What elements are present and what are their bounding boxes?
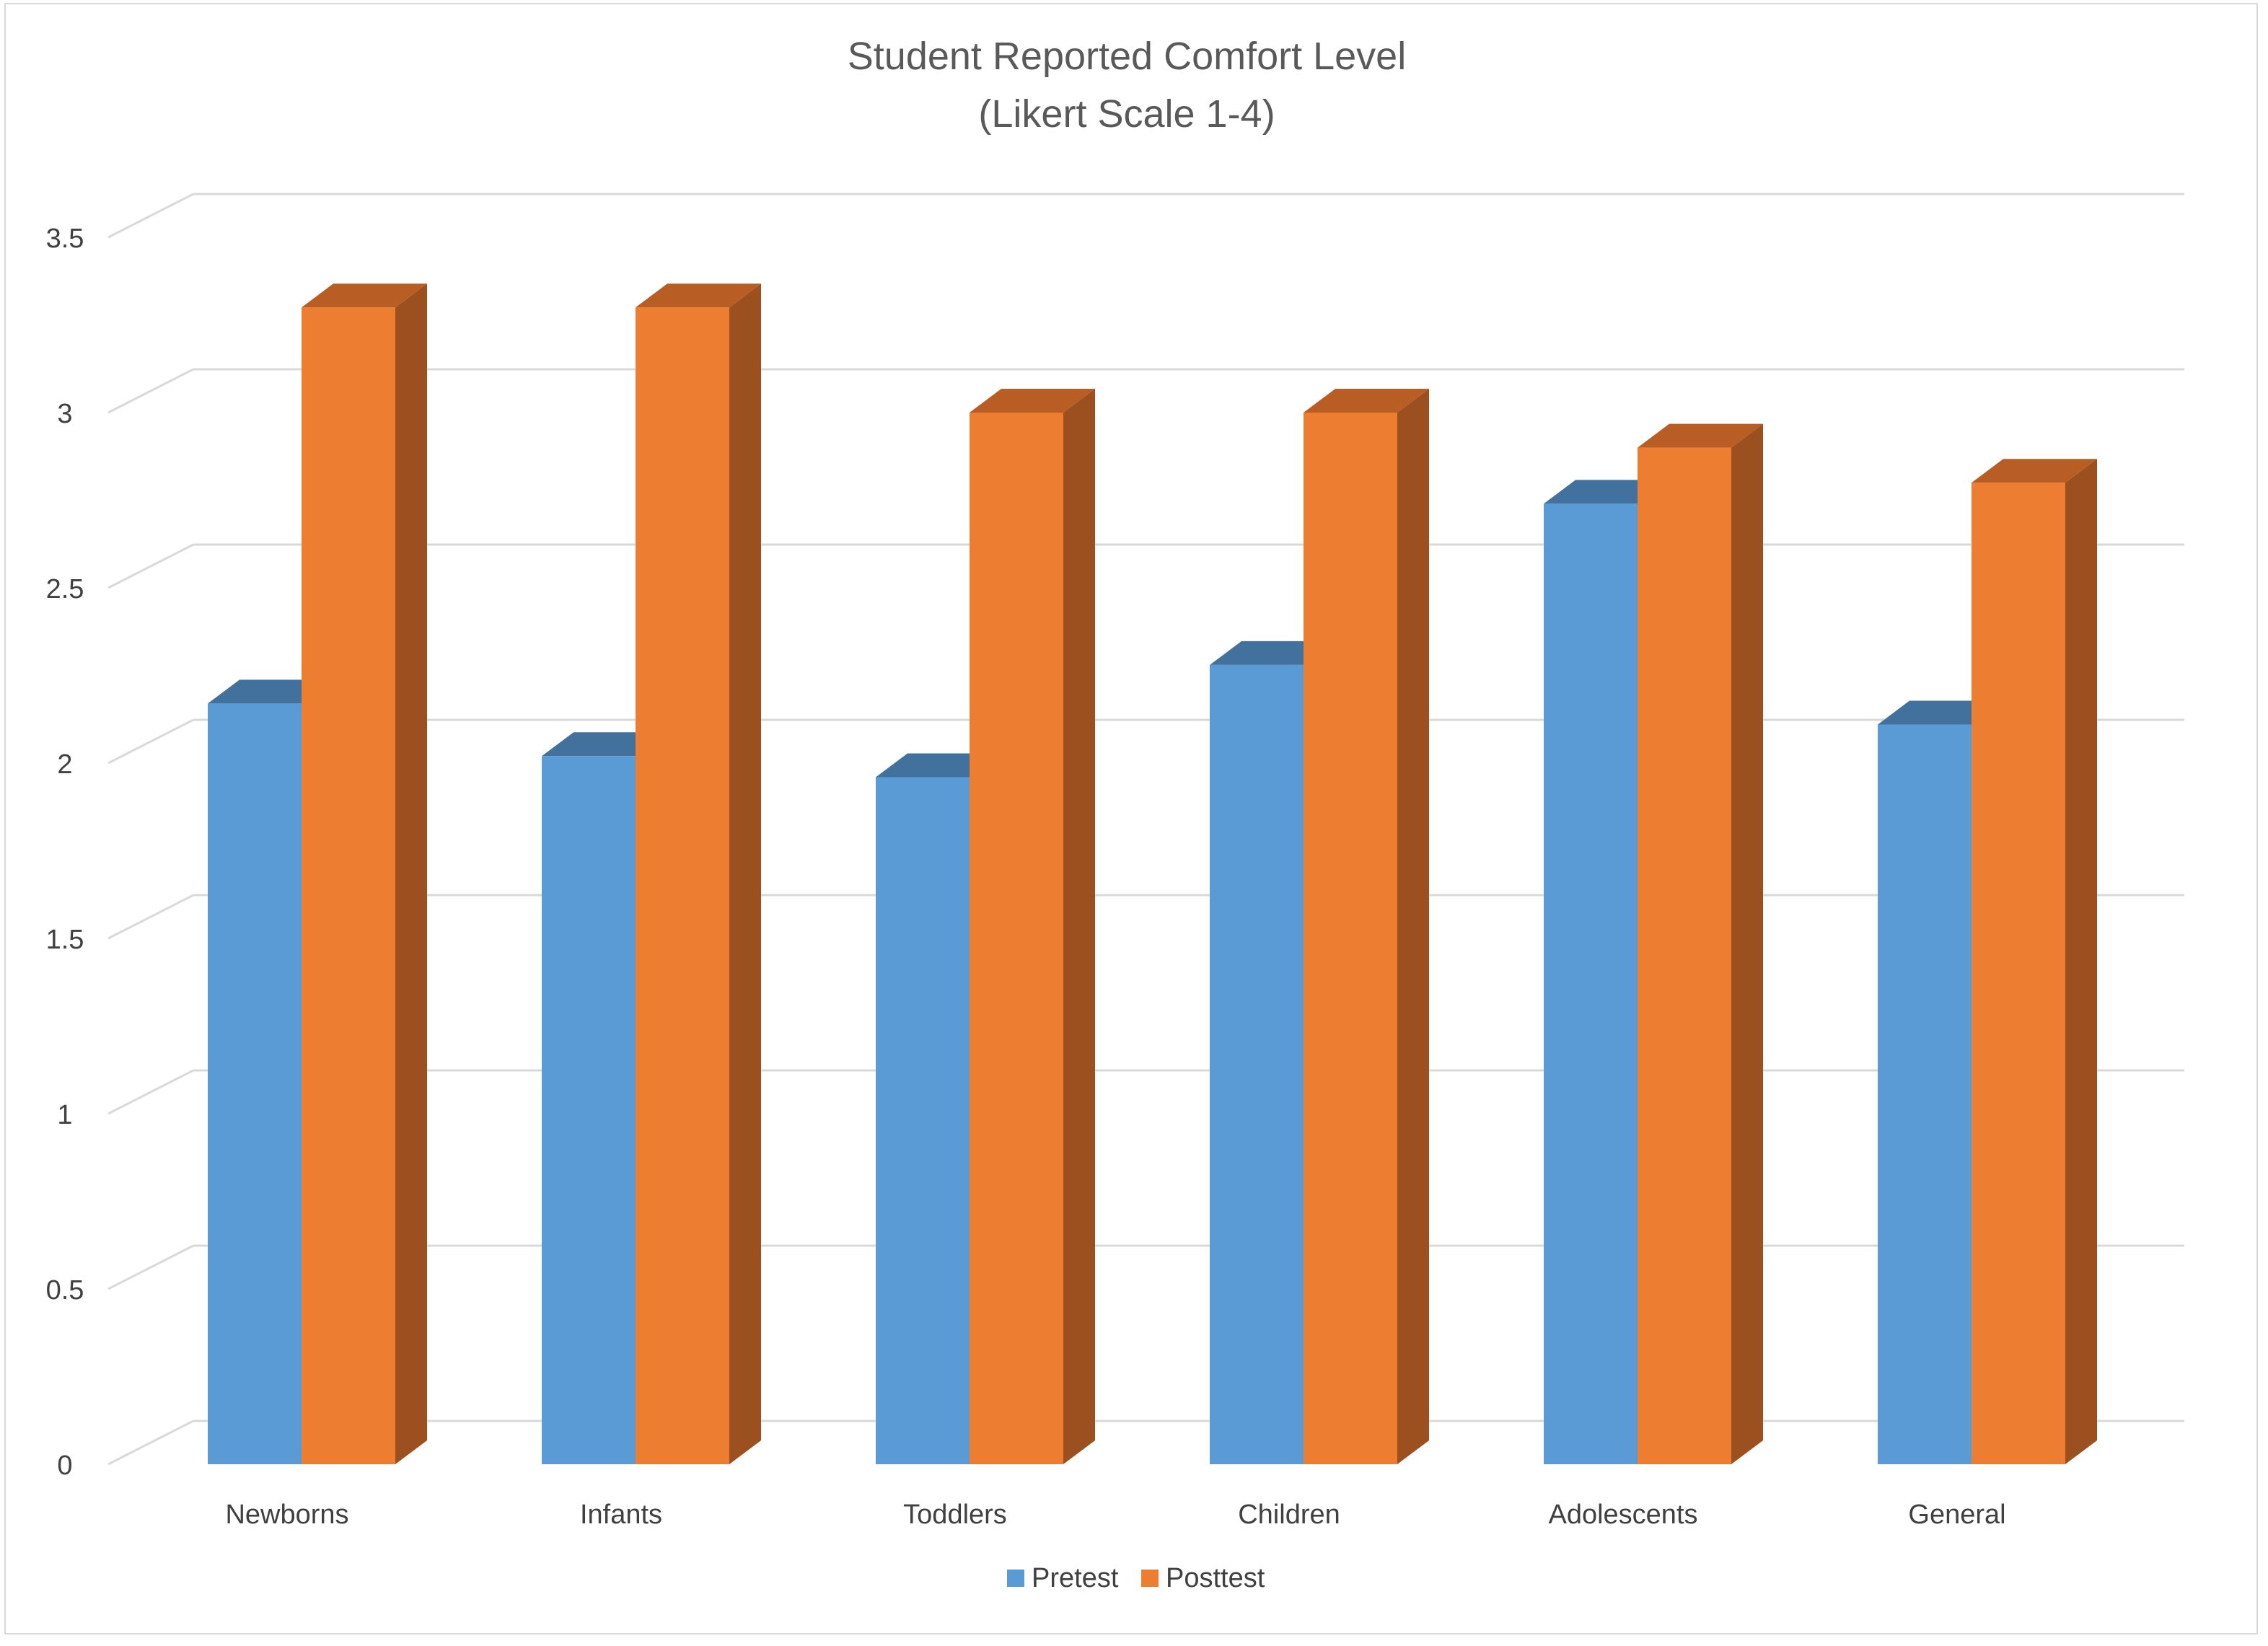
x-tick-label: Toddlers <box>903 1500 1007 1530</box>
legend-label: Pretest <box>1032 1563 1119 1593</box>
y-tick-label: 0.5 <box>46 1275 84 1306</box>
gridline-diagonal <box>107 718 194 765</box>
gridline-diagonal <box>107 1420 194 1466</box>
bar-top <box>1304 389 1429 413</box>
bar-side <box>729 283 761 1465</box>
bar <box>302 307 395 1465</box>
legend: Pretest Posttest <box>1007 1563 1265 1593</box>
bar-top <box>1638 423 1763 448</box>
x-tick-label: Adolescents <box>1548 1500 1697 1530</box>
x-tick-label: Infants <box>580 1500 662 1530</box>
x-tick-label: General <box>1908 1500 2005 1530</box>
bars <box>208 283 2097 1465</box>
gridline-diagonal <box>107 193 194 239</box>
y-tick-label: 3 <box>57 399 72 429</box>
y-axis-ticks: 0 0.5 1 1.5 2 2.5 3 3.5 <box>46 224 84 1481</box>
gridlines <box>107 193 2184 1466</box>
bar <box>208 703 302 1464</box>
legend-label: Posttest <box>1166 1563 1265 1593</box>
bar-top <box>636 283 761 308</box>
chart-subtitle: (Likert Scale 1-4) <box>978 92 1275 136</box>
bar-side <box>1063 389 1095 1464</box>
gridline-diagonal <box>107 543 194 589</box>
y-tick-label: 1.5 <box>46 925 84 955</box>
gridline-diagonal <box>107 894 194 940</box>
gridline-diagonal <box>107 368 194 414</box>
y-tick-label: 2 <box>57 749 72 780</box>
bar-top <box>1972 459 2097 483</box>
bar-side <box>1731 423 1763 1464</box>
bar <box>1210 664 1304 1465</box>
y-tick-label: 3.5 <box>46 224 84 254</box>
y-tick-label: 0 <box>57 1451 72 1481</box>
gridline-diagonal <box>107 1244 194 1290</box>
bar-top <box>970 389 1095 413</box>
bar-top <box>302 283 427 308</box>
bar <box>1304 413 1397 1464</box>
bar <box>1878 724 1972 1464</box>
x-axis-ticks: Newborns Infants Toddlers Children Adolescen… <box>225 1500 2005 1530</box>
legend-swatch <box>1141 1570 1159 1587</box>
bar-side <box>1397 389 1429 1464</box>
bar <box>970 413 1063 1464</box>
bar <box>636 307 729 1465</box>
y-tick-label: 2.5 <box>46 574 84 604</box>
bar-side <box>395 283 427 1465</box>
chart-title: Student Reported Comfort Level <box>848 35 1406 78</box>
legend-swatch <box>1007 1570 1024 1587</box>
bar <box>1544 503 1638 1464</box>
gridline-diagonal <box>107 1069 194 1115</box>
bar <box>542 756 636 1464</box>
bar-side <box>2065 459 2097 1465</box>
bar <box>876 777 970 1464</box>
bar <box>1638 447 1731 1464</box>
bar <box>1972 483 2065 1465</box>
x-tick-label: Children <box>1238 1500 1340 1530</box>
y-tick-label: 1 <box>57 1100 72 1130</box>
x-tick-label: Newborns <box>225 1500 348 1530</box>
